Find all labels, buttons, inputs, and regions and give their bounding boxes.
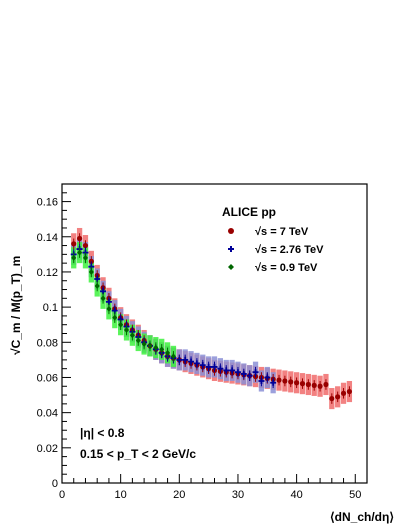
data-point xyxy=(329,395,335,402)
y-tick-label: 0.02 xyxy=(37,443,58,455)
data-point xyxy=(234,369,241,376)
data-point xyxy=(211,363,218,370)
legend-label-276tev: √s = 2.76 TeV xyxy=(255,244,324,256)
data-point xyxy=(294,380,300,386)
legend-marker-09tev xyxy=(228,264,234,270)
data-point xyxy=(205,363,212,370)
data-point xyxy=(199,362,206,369)
annotation-pt: 0.15 < p_T < 2 GeV/c xyxy=(80,447,196,461)
data-point xyxy=(240,370,247,377)
annotation-eta: |η| < 0.8 xyxy=(80,426,125,440)
data-point xyxy=(100,295,106,302)
data-point xyxy=(176,356,183,363)
y-tick-label: 0.14 xyxy=(37,232,58,244)
data-point xyxy=(82,254,88,261)
data-point xyxy=(276,377,282,383)
data-point xyxy=(340,390,347,396)
legend-label-09tev: √s = 0.9 TeV xyxy=(255,262,318,274)
data-point xyxy=(182,356,189,363)
data-point xyxy=(135,337,141,344)
data-point xyxy=(153,344,159,351)
x-tick-label: 20 xyxy=(173,489,185,501)
legend: ALICE pp √s = 7 TeV √s = 2.76 TeV √s = 0… xyxy=(222,205,324,274)
data-point xyxy=(82,242,89,249)
x-axis-ticks: 0 10 20 30 40 50 xyxy=(59,474,368,501)
y-axis-ticks: 0 0.02 0.04 0.06 0.08 0.1 0.12 0.14 0.16 xyxy=(37,192,71,490)
data-point xyxy=(77,249,83,256)
data-point xyxy=(76,235,83,242)
legend-title: ALICE pp xyxy=(222,205,276,219)
x-tick-label: 40 xyxy=(290,489,302,501)
data-point xyxy=(258,377,265,384)
data-point xyxy=(323,381,329,388)
y-tick-label: 0.04 xyxy=(37,408,58,420)
data-point xyxy=(299,381,306,387)
data-point xyxy=(193,360,200,367)
data-point xyxy=(282,378,288,384)
data-point xyxy=(141,341,147,348)
data-point xyxy=(71,254,77,261)
data-point xyxy=(129,332,135,339)
legend-marker-7tev xyxy=(228,228,234,234)
y-tick-label: 0.08 xyxy=(37,337,58,349)
data-point xyxy=(346,388,353,395)
data-point xyxy=(88,268,94,275)
data-point xyxy=(165,349,171,356)
data-point xyxy=(71,241,77,247)
x-axis-label: ⟨dN_ch/dη⟩ xyxy=(330,510,394,524)
y-tick-label: 0 xyxy=(52,478,58,490)
data-point xyxy=(288,379,294,385)
data-point xyxy=(229,367,236,374)
data-point xyxy=(223,367,230,374)
legend-marker-276tev xyxy=(228,246,234,252)
data-point xyxy=(147,342,153,349)
data-point xyxy=(106,305,112,312)
data-markers xyxy=(70,233,353,404)
data-point xyxy=(335,394,341,400)
data-point xyxy=(124,326,130,333)
data-point xyxy=(94,283,100,290)
y-tick-label: 0.1 xyxy=(43,302,58,314)
x-tick-label: 30 xyxy=(232,489,244,501)
x-tick-label: 10 xyxy=(115,489,127,501)
data-point xyxy=(305,381,311,388)
data-point xyxy=(270,379,277,386)
x-tick-label: 0 xyxy=(59,489,65,501)
data-point xyxy=(252,369,259,376)
data-point xyxy=(317,383,323,389)
data-point xyxy=(217,365,224,372)
x-tick-label: 50 xyxy=(349,489,361,501)
legend-label-7tev: √s = 7 TeV xyxy=(255,226,309,238)
data-point xyxy=(246,372,253,379)
data-point xyxy=(170,353,176,360)
y-tick-label: 0.06 xyxy=(37,372,58,384)
data-point xyxy=(118,321,124,328)
data-point xyxy=(188,358,195,365)
y-tick-label: 0.16 xyxy=(37,197,58,209)
data-point xyxy=(159,346,165,353)
data-point xyxy=(264,374,271,381)
y-tick-label: 0.12 xyxy=(37,267,58,279)
y-axis-label: √C_m / M(p_T)_m xyxy=(9,256,23,355)
data-point xyxy=(112,314,118,321)
data-point xyxy=(311,382,317,388)
